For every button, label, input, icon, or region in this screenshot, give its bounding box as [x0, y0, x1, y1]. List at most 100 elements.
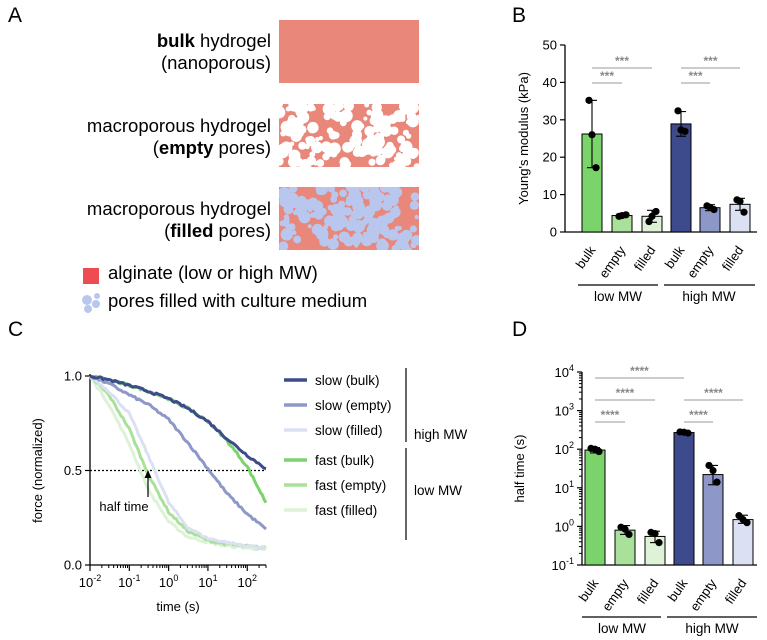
- pore-circle: [381, 148, 388, 155]
- pore-circle: [382, 230, 391, 239]
- pore-circle: [349, 134, 362, 148]
- empty-bold: empty: [158, 137, 214, 158]
- b-category-label: bulk: [661, 243, 687, 272]
- pore-circle: [409, 147, 419, 158]
- bulk-hydrogel-label: bulk hydrogel (nanoporous): [157, 30, 271, 74]
- pore-circle: [413, 163, 419, 167]
- d-category-label: bulk: [664, 576, 690, 605]
- pore-circle: [330, 111, 339, 120]
- d-ytick-label: 103: [555, 402, 574, 419]
- c-legend-label: fast (filled): [315, 503, 377, 518]
- b-sig-label: ***: [703, 54, 717, 68]
- d-bar: [732, 519, 754, 566]
- d-point: [655, 539, 663, 547]
- d-sig-label: ****: [689, 408, 708, 422]
- pore-circle: [307, 207, 313, 213]
- b-point: [592, 164, 600, 172]
- pore-circle: [313, 209, 324, 220]
- pore-circle: [409, 200, 419, 210]
- b-sig-label: ***: [600, 69, 614, 83]
- pore-circle: [406, 247, 412, 250]
- pore-circle: [355, 187, 360, 190]
- pore-circle: [318, 136, 323, 141]
- c-series-line: [89, 374, 268, 504]
- pore-circle: [327, 187, 336, 193]
- c-annotation-label: half time: [99, 499, 148, 514]
- pore-circle: [382, 203, 389, 209]
- d-ytick-label: 10-1: [552, 556, 574, 573]
- pore-circle: [296, 209, 306, 219]
- pore-circle: [391, 160, 404, 167]
- bulk-hydrogel-block: [279, 20, 419, 83]
- d-category-label: filled: [634, 576, 662, 607]
- d-point: [591, 445, 599, 453]
- legend-pore-dot: [84, 305, 92, 313]
- c-ytick-label: 0.5: [64, 463, 82, 478]
- b-point: [618, 211, 626, 220]
- empty-pores-block-pores: [279, 104, 419, 167]
- d-point: [651, 530, 659, 538]
- pore-circle: [283, 204, 294, 215]
- pore-circle: [327, 204, 334, 211]
- pore-circle: [310, 141, 323, 154]
- pore-circle: [366, 109, 373, 116]
- c-ytick-label: 0.0: [64, 558, 82, 573]
- legend-pores-label: pores filled with culture medium: [108, 290, 368, 311]
- c-xlabel: time (s): [156, 599, 199, 614]
- d-bar: [673, 432, 695, 566]
- pore-circle: [298, 141, 307, 150]
- pore-circle: [343, 104, 354, 112]
- pore-circle: [375, 155, 386, 166]
- pore-circle: [396, 232, 410, 245]
- pore-circle: [364, 214, 374, 224]
- pore-circle: [389, 126, 399, 136]
- pore-circle: [279, 106, 286, 119]
- pore-circle: [291, 104, 302, 113]
- filled-pores-block: [279, 187, 419, 250]
- b-ylabel: Young's modulus (kPa): [516, 72, 531, 205]
- b-category-label: bulk: [572, 243, 598, 272]
- d-point: [625, 530, 633, 539]
- b-sig-label: ***: [688, 69, 702, 83]
- pore-circle: [282, 228, 287, 233]
- empty-pores-label: macroporous hydrogel (empty pores): [87, 115, 271, 159]
- pore-circle: [407, 115, 419, 128]
- empty-pores-block: [279, 104, 419, 167]
- b-point: [736, 197, 744, 205]
- d-point: [739, 516, 747, 524]
- filled-pores-block-pores: [279, 187, 419, 250]
- pore-circle: [294, 119, 304, 129]
- b-point: [648, 212, 656, 220]
- pore-circle: [280, 141, 293, 154]
- macro-empty-line1: macroporous hydrogel: [86, 115, 271, 136]
- pore-circle: [345, 195, 352, 202]
- pore-circle: [366, 227, 379, 240]
- d-group-label: high MW: [685, 621, 739, 636]
- panel-letter-a: A: [8, 4, 23, 27]
- d-ylabel: half time (s): [512, 435, 527, 503]
- d-ytick-label: 100: [555, 517, 574, 534]
- c-legend-label: slow (empty): [315, 398, 392, 413]
- c-series-line: [89, 374, 268, 531]
- c-group-label: high MW: [414, 427, 468, 442]
- pore-circle: [339, 119, 347, 127]
- b-point: [585, 96, 593, 104]
- pore-circle: [330, 195, 338, 203]
- legend-pore-dot: [92, 300, 100, 308]
- c-ylabel: force (normalized): [30, 418, 45, 523]
- pore-circle: [285, 106, 291, 112]
- b-category-label: filled: [631, 243, 659, 274]
- bulk-bold: bulk: [156, 30, 195, 51]
- d-ytick-label: 101: [555, 479, 574, 496]
- pore-circle: [411, 239, 418, 246]
- pore-circle: [333, 234, 339, 240]
- pore-circle: [280, 193, 287, 200]
- pore-circle: [363, 116, 368, 121]
- pore-circle: [291, 230, 297, 236]
- pore-circle: [351, 120, 364, 133]
- pore-circle: [369, 195, 379, 205]
- b-sig-label: ***: [615, 54, 629, 68]
- pore-circle: [298, 198, 311, 211]
- b-point: [645, 217, 653, 226]
- pore-circle: [324, 215, 335, 227]
